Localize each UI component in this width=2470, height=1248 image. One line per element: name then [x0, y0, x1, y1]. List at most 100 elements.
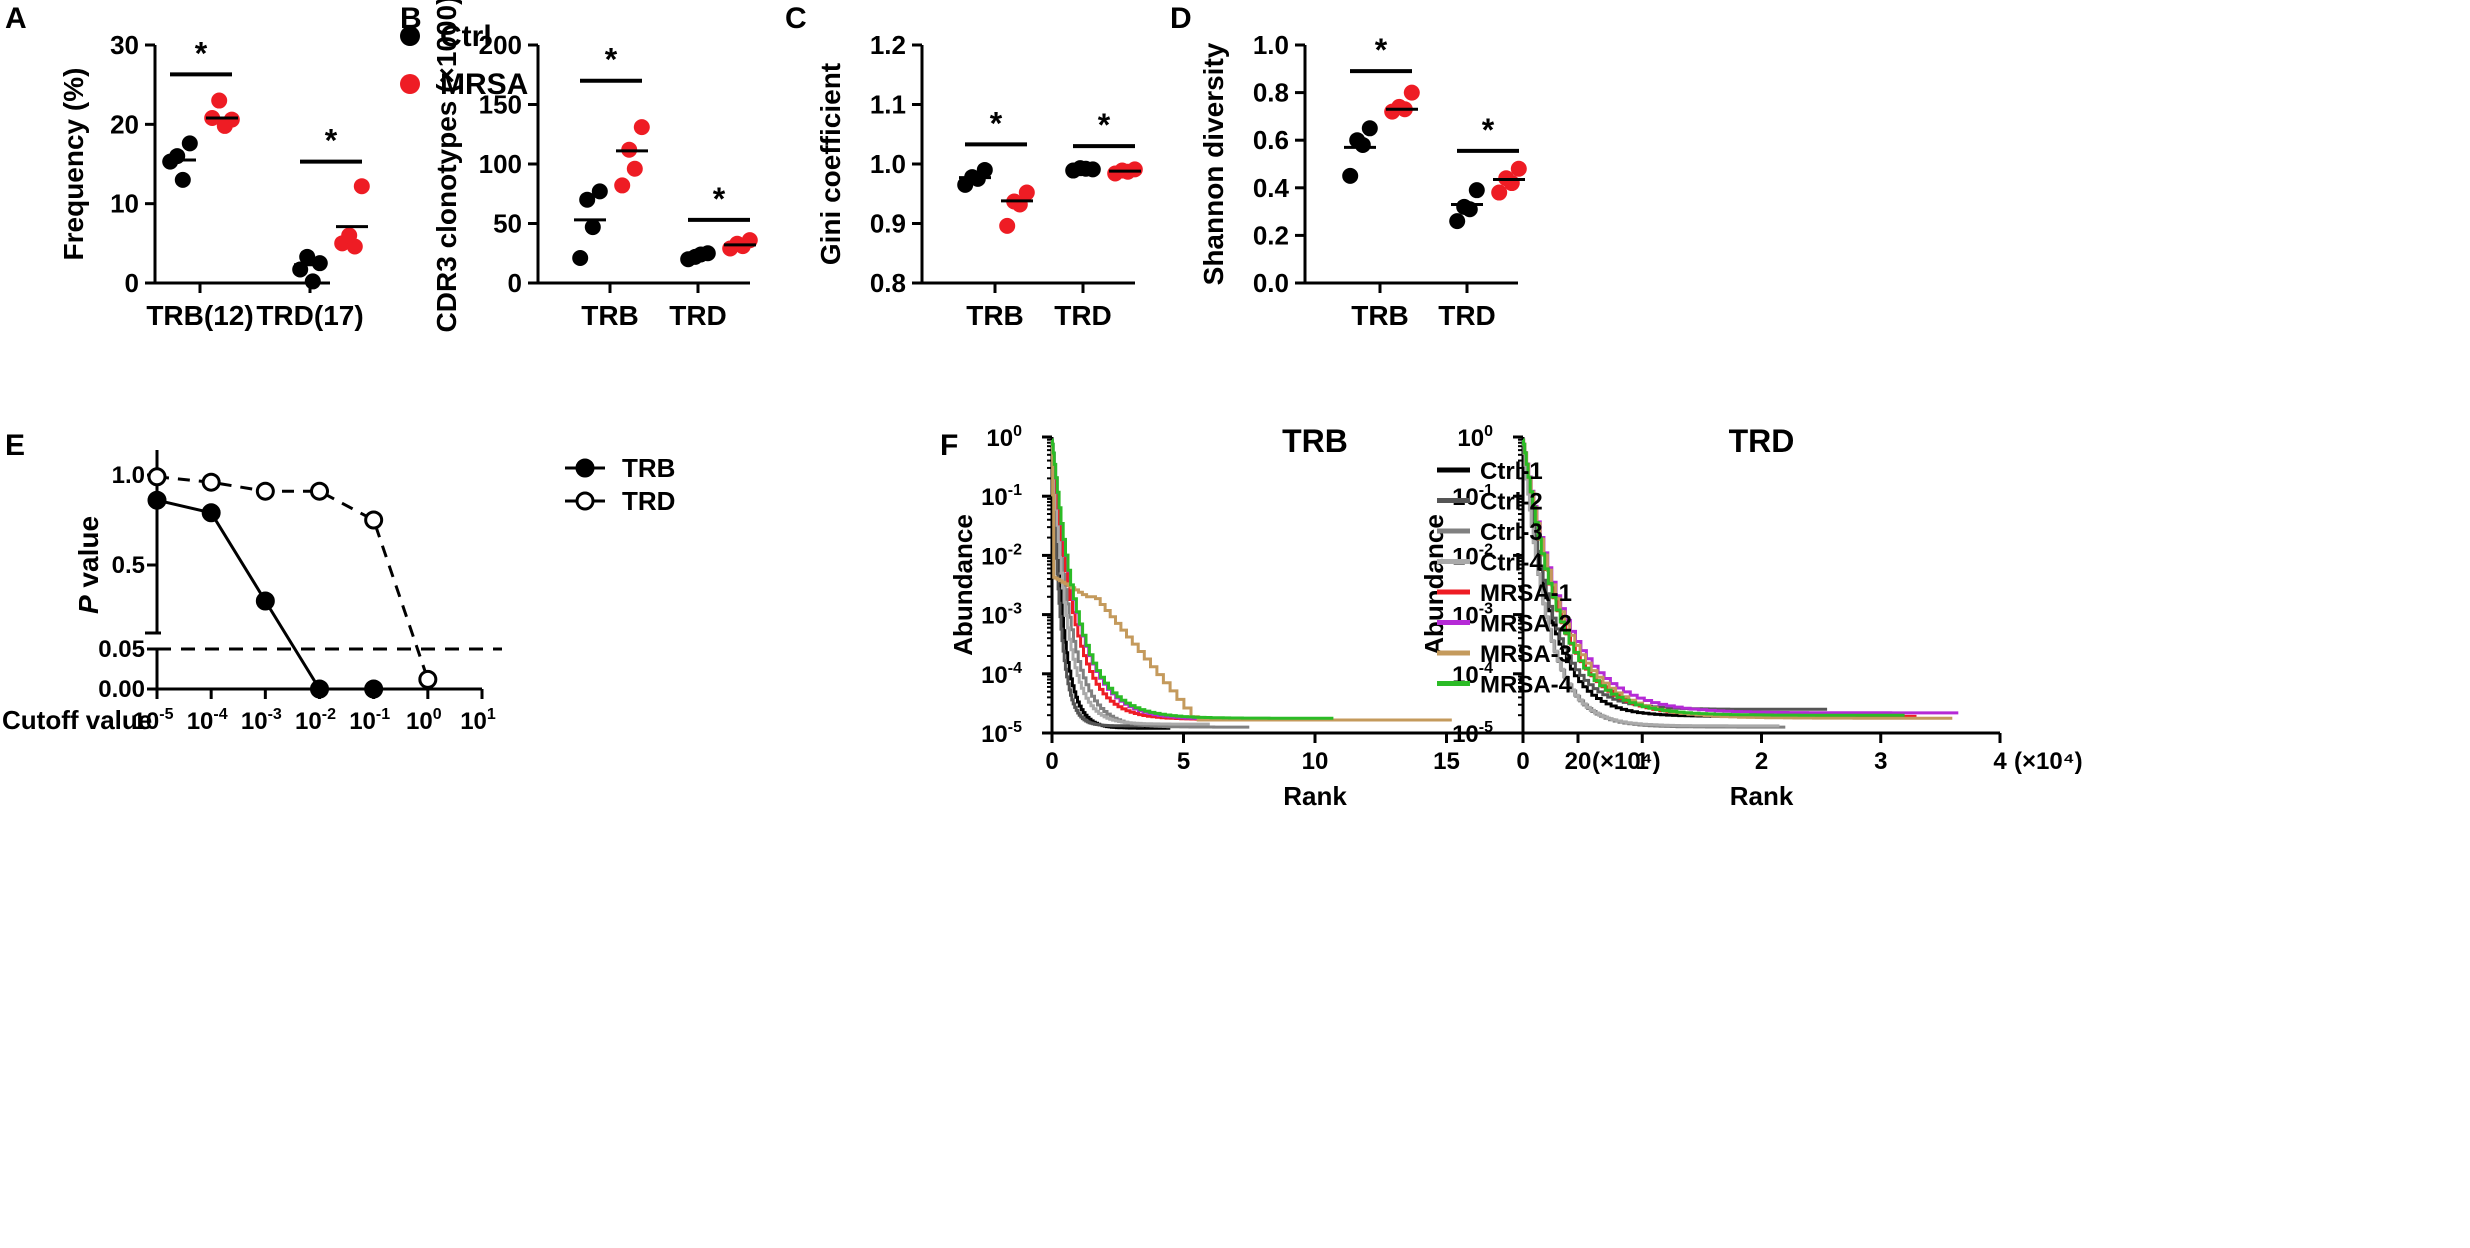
y-axis-label: CDR3 clonotypes (×1000): [431, 0, 462, 332]
legend-label-mrsa-3: MRSA-3: [1480, 641, 1572, 668]
category-label: TRB: [1351, 300, 1409, 331]
y-tick-label: 0.8: [870, 268, 906, 298]
y-tick-label: 20: [110, 109, 139, 139]
x-tick-label: 3: [1874, 748, 1887, 775]
y-tick-label: 150: [479, 90, 522, 120]
abundance-curve-ctrl-2: [1521, 438, 1828, 711]
y-tick-label: 10-5: [981, 719, 1022, 748]
category-label: TRD(17): [256, 300, 363, 331]
y-tick-label: 0.2: [1253, 220, 1289, 250]
y-tick-label: 10-3: [1452, 601, 1493, 630]
ctrl-point: [699, 245, 716, 262]
x-axis-label: Rank: [1730, 781, 1794, 811]
legend-marker: [575, 458, 595, 478]
panel-a-chart: 0 10 20 30 Frequency (%) TRB(12) TRD(17) * *: [58, 30, 370, 331]
x-tick-label: 10-2: [295, 706, 336, 735]
legend-label-ctrl-4: Ctrl-4: [1480, 550, 1543, 577]
mrsa-point: [1510, 160, 1527, 177]
category-label: TRD: [1438, 300, 1496, 331]
series-point-trd: [255, 481, 275, 501]
subplot-title: TRD: [1729, 423, 1795, 459]
legend-mrsa-marker: [400, 74, 420, 94]
y-tick-label: 1.0: [112, 462, 145, 489]
y-tick-label: 1.1: [870, 90, 906, 120]
y-tick-label: 0.6: [1253, 125, 1289, 155]
legend-label-mrsa-4: MRSA-4: [1480, 672, 1573, 699]
category-label: TRB: [966, 300, 1024, 331]
y-tick-label: 100: [986, 423, 1022, 452]
abundance-curve-mrsa-4: [1522, 438, 1905, 717]
y-tick-label: 0.05: [98, 636, 145, 663]
category-label: TRD: [1054, 300, 1112, 331]
x-tick-label: 0: [1045, 748, 1058, 775]
ctrl-point: [1342, 167, 1359, 184]
series-point-trb: [364, 679, 384, 699]
x-tick-label: 10-4: [187, 706, 228, 735]
x-axis-label: Cutoff value: [2, 705, 152, 735]
series-point-trb: [310, 679, 329, 699]
abundance-curve-mrsa-3: [1522, 438, 1953, 720]
panel-e-chart: 0.00 0.05 0.5 1.0 P value 10-5 10-4 10-3 10-2 10-…: [2, 450, 675, 735]
significance-star: *: [1482, 112, 1495, 148]
y-tick-label: 0.4: [1253, 173, 1290, 203]
ctrl-point: [1361, 120, 1378, 137]
ctrl-point: [584, 219, 601, 236]
panel-b-chart: 0 50 100 150 200 CDR3 clonotypes (×1000) TRB TR…: [431, 0, 758, 332]
mrsa-point: [1018, 184, 1035, 201]
series-point-trd: [147, 467, 167, 487]
x-unit-label: (×10⁴): [2014, 748, 2083, 775]
mrsa-point: [353, 178, 370, 195]
y-tick-label: 100: [1457, 423, 1493, 452]
y-tick-label: 0: [508, 268, 522, 298]
x-tick-label: 10-3: [241, 706, 282, 735]
mrsa-point: [626, 160, 643, 177]
y-tick-label: 30: [110, 30, 139, 60]
y-axis-label: P value: [73, 516, 104, 614]
legend-label: TRB: [622, 453, 675, 483]
x-tick-label: 10-1: [349, 706, 390, 735]
y-axis-label: Shannon diversity: [1198, 42, 1229, 285]
y-tick-label: 0.5: [112, 552, 145, 579]
abundance-curve-ctrl-2: [1050, 438, 1144, 728]
legend-label-ctrl-2: Ctrl-2: [1480, 489, 1543, 516]
series-line-trd: [156, 475, 430, 680]
abundance-curve-mrsa-3: [1051, 441, 1452, 722]
x-tick-label: 4: [1993, 748, 2007, 775]
y-axis-label: Gini coefficient: [815, 63, 846, 265]
panel-letter-d: D: [1170, 2, 1192, 35]
y-tick-label: 1.0: [1253, 30, 1289, 60]
y-tick-label: 200: [479, 30, 522, 60]
y-tick-label: 10-2: [981, 541, 1022, 570]
series-point-trd: [364, 510, 384, 530]
ctrl-point: [579, 191, 596, 208]
series-point-trb: [147, 490, 167, 510]
panel-letter-b: B: [400, 2, 422, 35]
mrsa-point: [211, 92, 228, 109]
legend-label: TRD: [622, 486, 675, 516]
mrsa-point: [1491, 184, 1508, 201]
significance-star: *: [325, 123, 338, 159]
x-tick-label: 101: [460, 706, 496, 735]
panel-d-chart: 0.0 0.2 0.4 0.6 0.8 1.0 Shannon diversity TRB TR…: [1198, 30, 1527, 331]
legend-ctrl-marker: [400, 26, 420, 46]
significance-star: *: [195, 35, 208, 71]
x-unit-label: (×10⁴): [1592, 748, 1661, 775]
legend-label-mrsa-1: MRSA-1: [1480, 580, 1572, 607]
mrsa-point: [633, 119, 650, 136]
panel-f-legend: Ctrl-1 Ctrl-2 Ctrl-3 Ctrl-4 MRSA-1 MRSA-2 MRSA…: [1437, 458, 1573, 699]
y-tick-label: 10-1: [981, 482, 1022, 511]
x-axis-label: Rank: [1283, 781, 1347, 811]
mrsa-point: [341, 227, 358, 244]
x-tick-label: 10: [1302, 748, 1329, 775]
category-label: TRB: [581, 300, 639, 331]
panel-letter-f: F: [940, 429, 958, 462]
ctrl-point: [181, 135, 198, 152]
ctrl-point: [591, 183, 608, 200]
panel-letter-a: A: [5, 2, 27, 35]
panel-letter-c: C: [785, 2, 807, 35]
ctrl-point: [311, 255, 328, 272]
series-point-trb: [255, 591, 275, 611]
